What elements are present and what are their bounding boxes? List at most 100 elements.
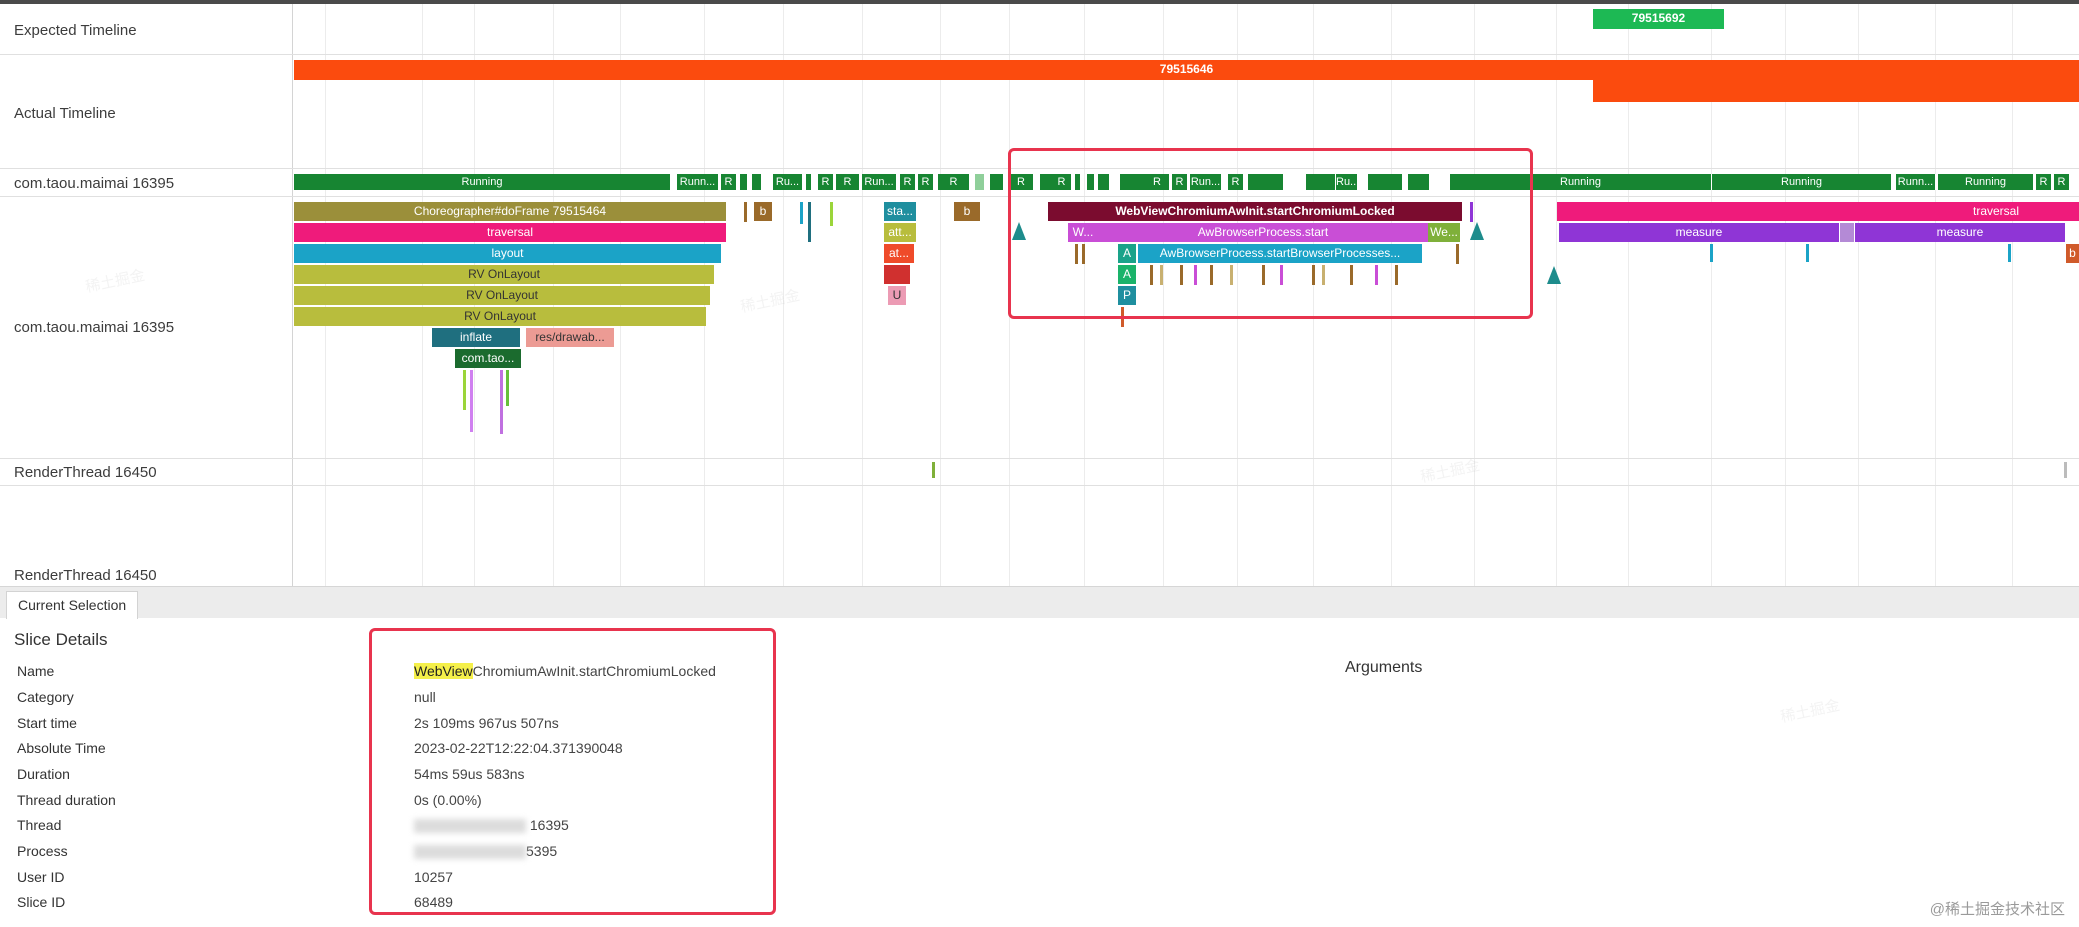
- state-running[interactable]: Running: [1450, 174, 1712, 190]
- slice-sliver[interactable]: [500, 370, 503, 434]
- state-sliver[interactable]: [1306, 174, 1336, 190]
- state-runnable[interactable]: R: [938, 174, 970, 190]
- state-running-ru[interactable]: Ru...: [773, 174, 803, 190]
- render-thread-slice[interactable]: [2064, 462, 2067, 478]
- slice-we[interactable]: We...: [1428, 223, 1460, 242]
- state-runnable[interactable]: R: [900, 174, 916, 190]
- state-sliver[interactable]: [806, 174, 812, 190]
- slice-sliver[interactable]: [1180, 265, 1183, 285]
- slice-at[interactable]: at...: [884, 244, 914, 263]
- slice-sliver[interactable]: [1395, 265, 1398, 285]
- state-sliver[interactable]: [1368, 174, 1403, 190]
- slice-b[interactable]: b: [754, 202, 772, 221]
- slice-traversal-right[interactable]: traversal: [1557, 202, 2079, 221]
- slice-rv-onlayout[interactable]: RV OnLayout: [294, 307, 706, 326]
- slice-sliver[interactable]: [1350, 265, 1353, 285]
- slice-sliver[interactable]: [1280, 265, 1283, 285]
- slice-sliver[interactable]: [463, 370, 466, 410]
- state-running[interactable]: Running: [1938, 174, 2034, 190]
- slice-a[interactable]: A: [1118, 244, 1136, 263]
- expected-frame-slice[interactable]: 79515692: [1593, 9, 1724, 29]
- slice-u[interactable]: U: [888, 286, 906, 305]
- state-running-mid[interactable]: Run...: [862, 174, 897, 190]
- slice-att[interactable]: att...: [884, 223, 916, 242]
- state-running[interactable]: Running: [1712, 174, 1892, 190]
- state-runnable[interactable]: R: [1228, 174, 1244, 190]
- state-running[interactable]: Running: [294, 174, 671, 190]
- slice-choreographer[interactable]: Choreographer#doFrame 79515464: [294, 202, 726, 221]
- state-sliver[interactable]: [1075, 174, 1081, 190]
- slice-sliver[interactable]: [1375, 265, 1378, 285]
- slice-red-small[interactable]: [884, 265, 910, 284]
- slice-sliver[interactable]: [1840, 223, 1854, 242]
- state-runnable[interactable]: R: [2036, 174, 2052, 190]
- slice-sliver[interactable]: [1262, 265, 1265, 285]
- slice-sliver[interactable]: [1322, 265, 1325, 285]
- state-sliver[interactable]: [975, 174, 985, 190]
- slice-layout[interactable]: layout: [294, 244, 721, 263]
- slice-sliver[interactable]: [1806, 244, 1809, 262]
- slice-sliver[interactable]: [1470, 202, 1473, 222]
- slice-sliver[interactable]: [470, 370, 473, 432]
- state-sliver[interactable]: [1248, 174, 1284, 190]
- state-runnable[interactable]: R: [1052, 174, 1072, 190]
- slice-webview-startchromiumlocked[interactable]: WebViewChromiumAwInit.startChromiumLocke…: [1048, 202, 1462, 221]
- slice-sta[interactable]: sta...: [884, 202, 916, 221]
- slice-res-drawable[interactable]: res/drawab...: [526, 328, 614, 347]
- state-runnable[interactable]: R: [918, 174, 934, 190]
- slice-measure[interactable]: measure: [1559, 223, 1839, 242]
- slice-awbrowserprocess-startbrowserprocesses[interactable]: AwBrowserProcess.startBrowserProcesses..…: [1138, 244, 1422, 263]
- slice-sliver[interactable]: [808, 202, 811, 242]
- slice-b[interactable]: b: [954, 202, 980, 221]
- slice-p[interactable]: P: [1118, 286, 1136, 305]
- state-runnable[interactable]: R: [818, 174, 834, 190]
- state-runnable[interactable]: R: [2054, 174, 2070, 190]
- render-thread-slice[interactable]: [932, 462, 935, 478]
- slice-sliver[interactable]: [800, 202, 803, 224]
- state-runnable[interactable]: R: [721, 174, 737, 190]
- state-running-short[interactable]: Runn...: [1896, 174, 1936, 190]
- state-sliver[interactable]: [990, 174, 1004, 190]
- slice-sliver[interactable]: [1230, 265, 1233, 285]
- state-sliver[interactable]: [740, 174, 748, 190]
- slice-traversal[interactable]: traversal: [294, 223, 726, 242]
- slice-sliver[interactable]: [1160, 265, 1163, 285]
- slice-sliver[interactable]: [1210, 265, 1213, 285]
- state-sliver[interactable]: [1408, 174, 1430, 190]
- state-sliver[interactable]: [752, 174, 762, 190]
- slice-sliver[interactable]: [1710, 244, 1713, 262]
- slice-a-second[interactable]: A: [1118, 265, 1136, 284]
- slice-awbrowserprocess-start[interactable]: AwBrowserProcess.start: [1098, 223, 1428, 242]
- actual-frame-slice[interactable]: 79515646: [294, 60, 2079, 80]
- slice-sliver[interactable]: [1194, 265, 1197, 285]
- state-running-mid[interactable]: Run...: [1190, 174, 1222, 190]
- detail-value-start-time[interactable]: 2s 109ms 967us 507ns: [414, 715, 559, 731]
- state-runnable[interactable]: R: [836, 174, 860, 190]
- slice-b-right[interactable]: b: [2066, 244, 2079, 263]
- slice-sliver[interactable]: [506, 370, 509, 406]
- state-runnable[interactable]: R: [1172, 174, 1188, 190]
- slice-sliver[interactable]: [1075, 244, 1078, 264]
- slice-rv-onlayout[interactable]: RV OnLayout: [294, 265, 714, 284]
- slice-sliver[interactable]: [1150, 265, 1153, 285]
- tab-current-selection[interactable]: Current Selection: [6, 591, 139, 619]
- slice-sliver[interactable]: [830, 202, 833, 226]
- state-running-ru[interactable]: Ru...: [1336, 174, 1358, 190]
- slice-w[interactable]: W...: [1068, 223, 1098, 242]
- actual-frame-extension[interactable]: [1593, 78, 2079, 102]
- state-running-short[interactable]: Runn...: [677, 174, 719, 190]
- state-runnable[interactable]: R: [1009, 174, 1034, 190]
- slice-sliver[interactable]: [1456, 244, 1459, 264]
- state-runnable[interactable]: R: [1145, 174, 1170, 190]
- slice-com-tao[interactable]: com.tao...: [455, 349, 521, 368]
- state-sliver[interactable]: [1098, 174, 1110, 190]
- slice-sliver[interactable]: [2008, 244, 2011, 262]
- slice-sliver[interactable]: [744, 202, 747, 222]
- detail-value-thread[interactable]: 16395: [414, 817, 569, 834]
- slice-measure-2[interactable]: measure: [1855, 223, 2065, 242]
- slice-sliver[interactable]: [1312, 265, 1315, 285]
- slice-sliver[interactable]: [1082, 244, 1085, 264]
- detail-value-process[interactable]: 5395: [414, 843, 557, 860]
- slice-rv-onlayout[interactable]: RV OnLayout: [294, 286, 710, 305]
- state-sliver[interactable]: [1087, 174, 1095, 190]
